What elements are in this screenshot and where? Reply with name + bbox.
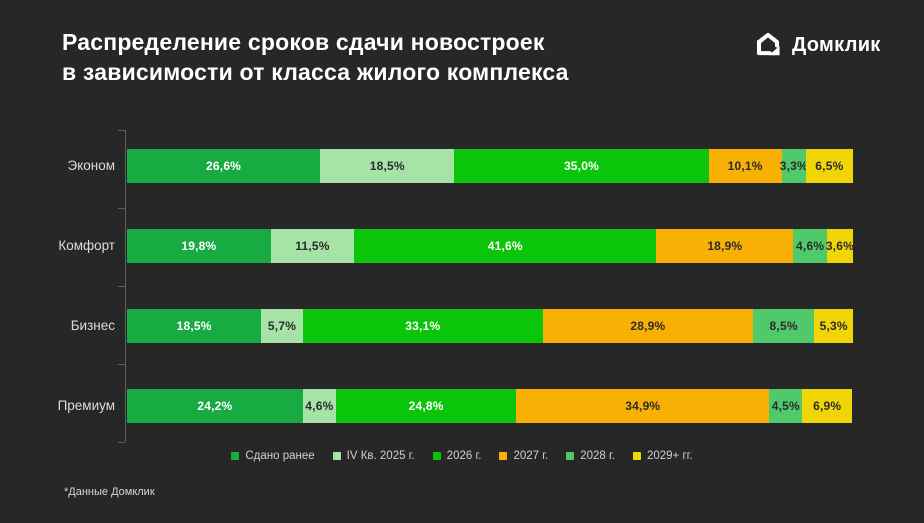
bar-segment-value: 19,8% [181,239,217,253]
legend-label: 2026 г. [446,450,482,462]
bar-segment: 26,6% [127,149,321,183]
legend-swatch [432,452,441,460]
category-label-2: Бизнес [70,318,115,333]
legend-swatch [632,452,641,460]
bar-segment: 33,1% [302,309,543,343]
bar-segment-value: 5,3% [819,319,848,333]
bar-segment-value: 18,9% [707,239,743,253]
bar-segment: 5,3% [814,309,853,343]
bar-segment: 19,8% [127,229,271,263]
bar-segment-value: 24,8% [408,399,444,413]
bar-segment-value: 5,7% [267,319,297,333]
bar-segment: 10,1% [708,149,782,183]
axis-tick [118,286,125,287]
bar-segment-value: 28,9% [630,319,666,333]
bar-segment-value: 41,6% [487,239,523,253]
bar-segment: 24,8% [336,389,517,423]
bar-segment: 4,5% [769,389,803,423]
bar-segment-value: 8,5% [769,319,798,333]
bar-segment-value: 35,0% [563,159,599,173]
bar-segment-value: 34,9% [625,399,661,413]
title-line-1: Распределение сроков сдачи новостроек [62,29,545,55]
bar-segment: 4,6% [302,389,337,423]
axis-tick [118,130,125,131]
axis-tick [118,364,125,365]
bar-row-2: 18,5% 5,7% 33,1% 28,9% 8,5% 5,3% [127,309,853,343]
legend-item: 2028 г. [566,450,615,462]
legend-label: IV Кв. 2025 г. [346,450,415,462]
bar-segment: 3,3% [779,149,808,183]
bar-segment: 11,5% [270,229,355,263]
legend-swatch [231,452,240,460]
category-label-3: Премиум [57,398,115,413]
y-axis-line [125,130,126,442]
legend-item: Сдано ранее [231,450,315,462]
bar-segment: 28,9% [542,309,753,343]
bar-segment: 18,5% [127,309,262,343]
bar-segment: 24,2% [127,389,303,423]
bar-segment-value: 33,1% [405,319,441,333]
legend-label: 2029+ гг. [646,450,693,462]
bar-segment: 6,5% [805,149,853,183]
axis-tick [118,442,125,443]
domclick-logo-text: Домклик [792,33,881,56]
bar-segment: 3,6% [825,229,854,263]
legend-label: 2027 г. [513,450,549,462]
axis-tick [118,208,125,209]
legend-item: 2029+ гг. [632,450,693,462]
bar-segment-value: 18,5% [369,159,405,173]
bar-segment: 18,9% [656,229,794,263]
bar-segment-value: 26,6% [206,159,242,173]
bar-segment: 34,9% [516,389,770,423]
bar-segment-value: 4,6% [305,399,334,413]
chart-legend: Сдано ранее IV Кв. 2025 г. 2026 г. 2027 г. 2… [0,450,924,462]
domclick-house-icon [756,32,780,56]
bar-row-1: 19,8% 11,5% 41,6% 18,9% 4,6% 3,6% [127,229,854,263]
legend-item: 2026 г. [432,450,482,462]
legend-label: Сдано ранее [245,450,315,462]
footnote: *Данные Домклик [64,486,155,498]
bar-segment: 18,5% [320,149,455,183]
category-label-0: Эконом [67,158,115,173]
bar-segment-value: 4,5% [771,399,800,413]
bar-segment: 5,7% [261,309,303,343]
bar-segment-value: 10,1% [727,159,763,173]
bar-segment: 8,5% [752,309,815,343]
bar-segment-value: 18,5% [176,319,212,333]
legend-swatch [499,452,508,460]
bar-segment: 35,0% [454,149,709,183]
bar-row-3: 24,2% 4,6% 24,8% 34,9% 4,5% 6,9% [127,389,853,423]
page-title: Распределение сроков сдачи новостроек в з… [62,27,569,87]
bar-segment: 4,6% [793,229,827,263]
bar-segment-value: 4,6% [796,239,825,253]
title-line-2: в зависимости от класса жилого комплекса [62,59,569,85]
bar-segment-value: 6,9% [813,399,842,413]
bar-segment-value: 24,2% [197,399,233,413]
bar-segment-value: 3,3% [779,159,808,173]
legend-label: 2028 г. [580,450,615,462]
legend-item: IV Кв. 2025 г. [332,450,415,462]
bar-segment: 41,6% [354,229,657,263]
legend-swatch [566,452,575,460]
domclick-logo: Домклик [753,30,881,60]
legend-swatch [332,452,341,460]
category-label-1: Комфорт [58,238,115,253]
bar-segment: 6,9% [802,389,853,423]
bar-row-0: 26,6% 18,5% 35,0% 10,1% 3,3% 6,5% [127,149,853,183]
legend-item: 2027 г. [499,450,548,462]
bar-segment-value: 3,6% [825,239,854,253]
bar-segment-value: 6,5% [815,159,844,173]
bar-segment-value: 11,5% [295,239,330,253]
